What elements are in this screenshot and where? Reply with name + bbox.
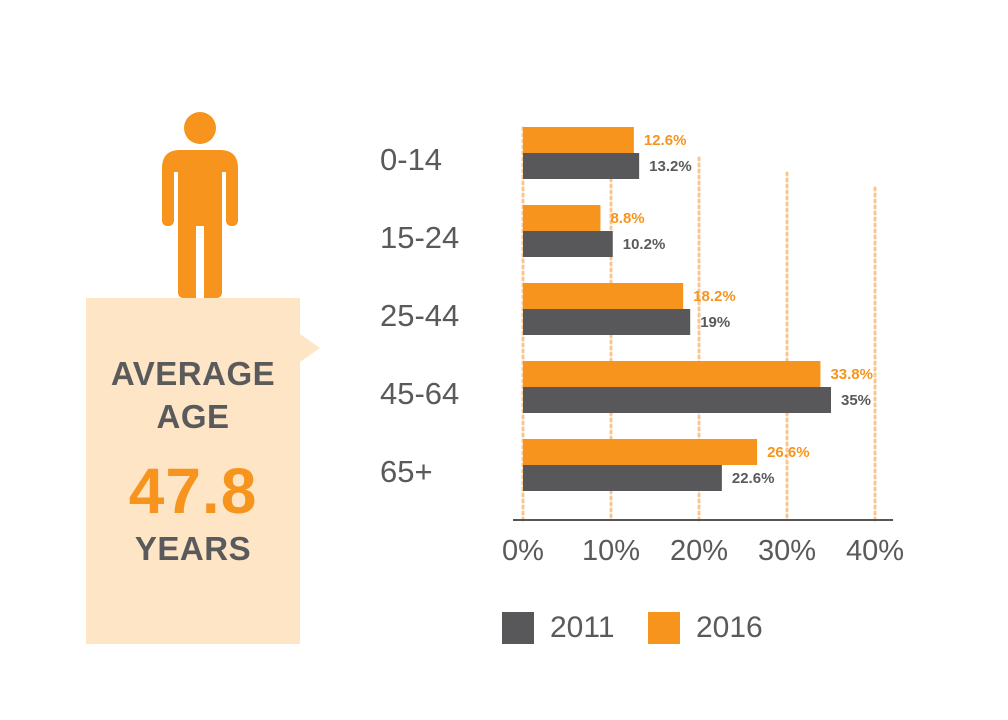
person-icon (162, 112, 238, 298)
data-label-2011: 13.2% (649, 158, 692, 175)
bar-2011 (523, 231, 613, 257)
category-label: 65+ (380, 454, 433, 489)
data-label-2011: 35% (841, 392, 871, 409)
bar-2016 (523, 127, 634, 153)
bar-2011 (523, 387, 831, 413)
category-label: 15-24 (380, 220, 459, 255)
data-label-2016: 33.8% (830, 366, 873, 383)
age-callout-box (86, 298, 320, 644)
category-label: 25-44 (380, 298, 459, 333)
years-label: YEARS (134, 530, 252, 567)
legend-swatch-2016 (648, 612, 680, 644)
bar-2011 (523, 153, 640, 179)
bar-2011 (523, 309, 691, 335)
legend-label-2011: 2011 (550, 611, 615, 644)
bar-2016 (523, 205, 601, 231)
x-tick-label: 0% (502, 535, 544, 567)
bar-2016 (523, 439, 758, 465)
x-tick-label: 30% (758, 535, 816, 567)
age-label: AGE (156, 398, 230, 435)
average-age-value: 47.8 (128, 455, 258, 527)
category-label: 0-14 (380, 142, 442, 177)
data-label-2016: 26.6% (767, 444, 810, 461)
data-label-2016: 8.8% (610, 210, 644, 227)
legend-swatch-2011 (502, 612, 534, 644)
data-label-2016: 12.6% (644, 132, 687, 149)
x-tick-label: 40% (846, 535, 904, 567)
data-label-2011: 22.6% (732, 470, 775, 487)
x-tick-label: 20% (670, 535, 728, 567)
legend-label-2016: 2016 (696, 611, 763, 644)
bar-2011 (523, 465, 722, 491)
data-label-2011: 19% (700, 314, 730, 331)
bar-2016 (523, 361, 821, 387)
data-label-2011: 10.2% (623, 236, 666, 253)
bar-2016 (523, 283, 684, 309)
category-label: 45-64 (380, 376, 459, 411)
data-label-2016: 18.2% (693, 288, 736, 305)
x-tick-label: 10% (582, 535, 640, 567)
average-label: AVERAGE (110, 355, 276, 392)
